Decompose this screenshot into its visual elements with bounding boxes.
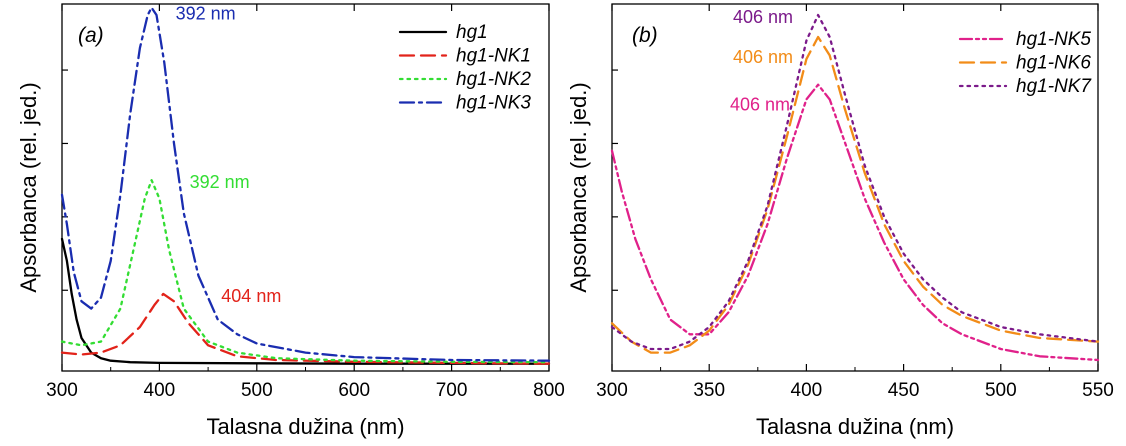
legend-label: hg1-NK2 — [456, 69, 531, 90]
peak-annotation: 392 nm — [176, 4, 236, 24]
series-line-hg1-NK1 — [60, 292, 551, 365]
legend-label: hg1-NK7 — [1016, 76, 1092, 97]
legend-label: hg1-NK3 — [456, 93, 531, 114]
x-axis-label: Talasna dužina (nm) — [206, 414, 404, 439]
x-tick-label: 400 — [791, 380, 823, 401]
panel-label: (a) — [78, 24, 104, 47]
legend-label: hg1 — [456, 22, 488, 43]
series-line-hg1 — [60, 237, 551, 365]
panel-label: (b) — [632, 24, 658, 47]
x-tick-label: 500 — [985, 380, 1017, 401]
peak-annotation: 406 nm — [733, 7, 793, 27]
series-line-hg1-NK3 — [60, 6, 551, 362]
legend-label: hg1-NK1 — [456, 46, 531, 67]
x-tick-label: 600 — [338, 380, 370, 401]
x-tick-label: 400 — [144, 380, 176, 401]
x-tick-label: 300 — [46, 380, 78, 401]
legend-label: hg1-NK5 — [1016, 29, 1091, 50]
peak-annotation: 404 nm — [221, 286, 281, 306]
peak-annotation: 392 nm — [190, 172, 250, 192]
peak-annotation: 406 nm — [730, 95, 790, 115]
x-axis-label: Talasna dužina (nm) — [756, 414, 954, 439]
x-tick-label: 500 — [241, 380, 273, 401]
y-axis-label: Apsorbanca (rel. jed.) — [566, 82, 591, 292]
series-line-hg1-NK2 — [60, 179, 551, 364]
legend-label: hg1-NK6 — [1016, 53, 1091, 74]
x-tick-label: 700 — [436, 380, 468, 401]
series-line-hg1-NK5 — [610, 83, 1100, 362]
panel-0: 300 400 500 600 700 800 Talasna dužina (nm) Aps… — [16, 3, 565, 439]
x-tick-label: 300 — [596, 380, 628, 401]
x-tick-label: 450 — [888, 380, 920, 401]
series-line-hg1-NK6 — [610, 35, 1100, 354]
x-tick-label: 800 — [533, 380, 565, 401]
peak-annotation: 406 nm — [733, 47, 793, 67]
x-tick-label: 550 — [1082, 380, 1114, 401]
x-tick-label: 350 — [693, 380, 725, 401]
panel-1: 300 350 400 450 500 550 Talasna dužina (nm) Aps… — [566, 3, 1114, 439]
y-axis-label: Apsorbanca (rel. jed.) — [16, 82, 41, 292]
series-line-hg1-NK7 — [610, 13, 1100, 351]
